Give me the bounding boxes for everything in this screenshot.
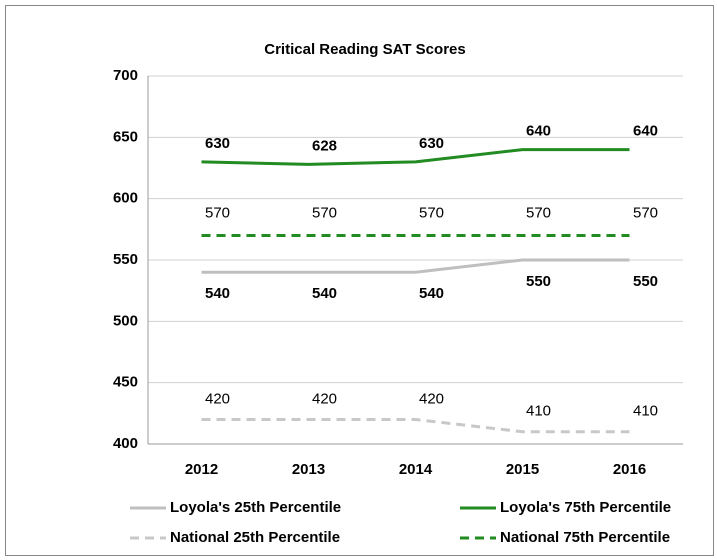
legend-label: Loyola's 75th Percentile bbox=[500, 499, 671, 516]
chart-border bbox=[5, 5, 714, 556]
y-tick-label: 650 bbox=[113, 128, 138, 145]
data-label: 628 bbox=[312, 137, 337, 154]
data-label: 550 bbox=[526, 273, 551, 290]
series-line bbox=[201, 258, 630, 274]
data-label: 410 bbox=[633, 403, 658, 420]
data-label: 420 bbox=[205, 390, 230, 407]
data-label: 420 bbox=[312, 390, 337, 407]
data-label: 630 bbox=[419, 135, 444, 152]
data-label: 540 bbox=[205, 285, 230, 302]
data-label: 570 bbox=[205, 204, 230, 221]
y-tick-label: 550 bbox=[113, 251, 138, 268]
data-label: 570 bbox=[312, 204, 337, 221]
x-tick-label: 2012 bbox=[185, 461, 218, 478]
chart-title: Critical Reading SAT Scores bbox=[264, 41, 465, 58]
data-label: 570 bbox=[526, 204, 551, 221]
x-tick-label: 2014 bbox=[399, 461, 433, 478]
series-line bbox=[201, 417, 630, 434]
data-label: 630 bbox=[205, 135, 230, 152]
y-tick-label: 700 bbox=[113, 67, 138, 84]
data-label: 570 bbox=[419, 204, 444, 221]
data-label: 540 bbox=[312, 285, 337, 302]
data-label: 420 bbox=[419, 390, 444, 407]
x-tick-label: 2016 bbox=[613, 461, 646, 478]
data-label: 540 bbox=[419, 285, 444, 302]
data-label: 570 bbox=[633, 204, 658, 221]
y-tick-label: 400 bbox=[113, 435, 138, 452]
data-label: 640 bbox=[526, 123, 551, 140]
data-label: 550 bbox=[633, 273, 658, 290]
data-label: 640 bbox=[633, 123, 658, 140]
y-tick-label: 500 bbox=[113, 312, 138, 329]
legend-label: National 25th Percentile bbox=[170, 529, 340, 546]
legend-label: Loyola's 25th Percentile bbox=[170, 499, 341, 516]
y-tick-label: 600 bbox=[113, 190, 138, 207]
x-tick-label: 2015 bbox=[506, 461, 539, 478]
x-tick-label: 2013 bbox=[292, 461, 325, 478]
series-line bbox=[201, 148, 630, 166]
legend-label: National 75th Percentile bbox=[500, 529, 670, 546]
y-tick-label: 450 bbox=[113, 374, 138, 391]
data-label: 410 bbox=[526, 403, 551, 420]
